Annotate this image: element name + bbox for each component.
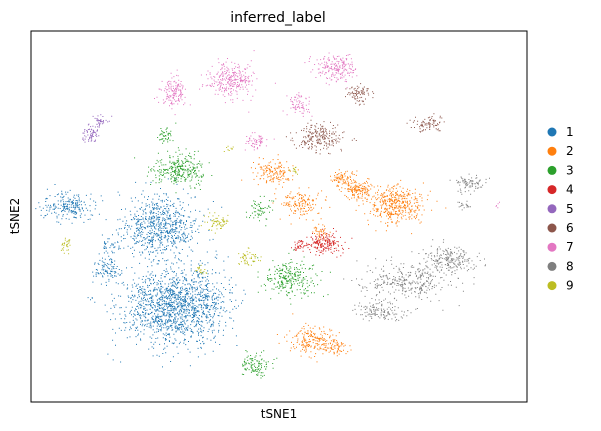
legend-marker-8 — [547, 261, 557, 271]
cluster-points-1-3 — [92, 253, 123, 286]
cluster-points-3-17 — [157, 122, 177, 144]
legend-label-5: 5 — [566, 202, 574, 216]
plot-frame — [30, 30, 528, 403]
x-axis-label: tSNE1 — [261, 407, 298, 421]
cluster-points-3-15 — [241, 350, 278, 379]
cluster-points-2-10 — [276, 313, 340, 363]
cluster-points-2-9 — [330, 169, 358, 191]
cluster-points-7-27 — [304, 52, 358, 89]
legend-marker-3 — [547, 165, 557, 175]
cluster-points-9-36 — [200, 212, 229, 234]
legend-label-8: 8 — [566, 259, 574, 273]
legend-label-2: 2 — [566, 144, 574, 158]
cluster-points-2-8 — [272, 187, 331, 225]
legend-marker-4 — [547, 185, 557, 195]
legend-label-4: 4 — [566, 183, 574, 197]
cluster-points-2-7 — [241, 154, 299, 190]
cluster-points-1-2 — [35, 184, 104, 225]
cluster-points-9-38 — [238, 247, 262, 266]
cluster-points-7-28 — [244, 132, 275, 151]
legend: 1 2 3 4 5 6 7 8 9 — [547, 125, 574, 293]
cluster-points-6-22 — [285, 119, 357, 155]
cluster-points-3-16 — [245, 195, 275, 227]
cluster-points-7-26 — [199, 50, 276, 113]
cluster-points-3-14 — [253, 249, 331, 305]
cluster-points-8-35 — [457, 200, 471, 211]
legend-marker-1 — [547, 127, 557, 137]
cluster-points-7-29 — [282, 92, 313, 117]
cluster-points-4-19 — [291, 240, 311, 252]
cluster-points-2-5 — [355, 179, 447, 235]
cluster-points-8-31 — [343, 256, 475, 311]
legend-label-9: 9 — [566, 279, 574, 293]
legend-marker-6 — [547, 223, 557, 233]
cluster-points-3-13 — [134, 147, 213, 194]
cluster-points-2-11 — [321, 340, 352, 357]
y-axis-label: tSNE2 — [8, 198, 22, 235]
legend-label-7: 7 — [566, 240, 574, 254]
legend-label-6: 6 — [566, 221, 574, 235]
cluster-points-7-25 — [154, 69, 191, 116]
cluster-points-1-1 — [95, 178, 223, 266]
scatter-points — [35, 50, 500, 379]
cluster-points-4-18 — [305, 228, 353, 258]
cluster-points-9-39 — [289, 166, 298, 175]
legend-marker-7 — [547, 242, 557, 252]
legend-marker-9 — [547, 281, 557, 291]
cluster-points-1-0 — [87, 232, 246, 368]
cluster-points-1-4 — [101, 234, 122, 261]
legend-marker-5 — [547, 204, 557, 214]
cluster-points-8-33 — [352, 297, 418, 322]
legend-label-3: 3 — [566, 163, 574, 177]
chart-title: inferred_label — [230, 10, 326, 26]
cluster-points-9-40 — [223, 145, 234, 152]
cluster-points-8-32 — [411, 239, 486, 284]
cluster-points-9-41 — [195, 264, 208, 275]
cluster-points-9-37 — [60, 237, 71, 255]
cluster-points-2-6 — [340, 176, 382, 202]
cluster-points-5-21 — [92, 114, 113, 128]
cluster-points-8-34 — [449, 173, 490, 195]
cluster-points-6-24 — [406, 113, 445, 133]
cluster-points-7-30 — [495, 201, 500, 209]
legend-label-1: 1 — [566, 125, 574, 139]
legend-marker-2 — [547, 146, 557, 156]
cluster-points-5-20 — [82, 123, 100, 143]
cluster-points-6-23 — [345, 83, 375, 106]
